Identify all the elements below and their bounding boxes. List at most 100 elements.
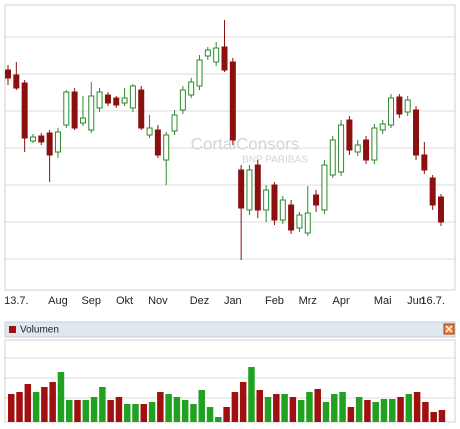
volume-bar (82, 400, 90, 422)
volume-bar (380, 399, 388, 422)
candle-body (329, 139, 336, 176)
candle-body (429, 177, 436, 206)
candle-body (21, 82, 28, 139)
volume-bar (347, 407, 355, 422)
candle-body (263, 189, 270, 211)
candle-body (413, 109, 420, 156)
x-tick-label: Okt (116, 295, 133, 307)
volume-bar (115, 397, 123, 422)
watermark: CortalConsors (191, 134, 300, 153)
candle-body (179, 89, 186, 111)
volume-bar (248, 367, 255, 422)
x-tick-label: Sep (81, 295, 101, 307)
x-tick-label: Nov (148, 295, 168, 307)
volume-bar (331, 394, 338, 422)
volume-bar (74, 400, 81, 422)
volume-bar (107, 400, 114, 422)
candle-body (279, 199, 286, 221)
candle-body (196, 59, 203, 87)
volume-bar (372, 402, 379, 422)
x-tick-label: Mai (374, 295, 392, 307)
x-tick-label: Jan (224, 295, 242, 307)
volume-bar (223, 407, 230, 422)
candle-body (171, 114, 178, 132)
volume-bar (41, 387, 48, 422)
x-tick-label: 16.7. (420, 295, 444, 307)
volume-bar (355, 397, 363, 422)
volume-title: Volumen (20, 325, 59, 336)
volume-bar (289, 397, 297, 422)
candle-body (254, 164, 261, 211)
candle-body (229, 61, 236, 141)
volume-bar (281, 394, 288, 422)
candle-body (154, 129, 161, 156)
volume-bar (430, 412, 437, 422)
candle-body (213, 47, 220, 63)
candle-body (79, 117, 86, 124)
volume-bar (306, 392, 313, 422)
x-tick-label: 13.7. (4, 295, 28, 307)
volume-bar (165, 394, 172, 422)
volume-bar (273, 394, 280, 422)
volume-icon (9, 326, 16, 333)
candle-body (188, 81, 195, 96)
x-tick-label: Apr (333, 295, 350, 307)
volume-bar (215, 417, 222, 422)
candle-body (5, 69, 11, 79)
volume-bar (264, 397, 272, 422)
volume-bar (57, 372, 65, 422)
candle-body (288, 204, 295, 231)
volume-bar (297, 400, 305, 422)
volume-bar (65, 400, 73, 422)
volume-bar (438, 410, 446, 422)
volume-bar (157, 392, 164, 422)
x-tick-label: Dez (190, 295, 210, 307)
volume-bar (322, 402, 330, 422)
volume-bar (413, 392, 421, 422)
volume-bar (49, 382, 56, 422)
volume-bar (198, 390, 206, 422)
volume-bar (405, 394, 413, 422)
volume-bar (231, 392, 239, 422)
x-tick-label: Aug (48, 295, 68, 307)
x-tick-label: Jun (407, 295, 425, 307)
candle-body (396, 96, 403, 115)
candle-body (338, 124, 345, 173)
volume-bar (140, 404, 148, 422)
close-icon (445, 325, 453, 333)
volume-bar (24, 384, 32, 422)
volume-bar (173, 397, 181, 422)
volume-bar (99, 387, 106, 422)
candle-body (246, 169, 253, 211)
volume-bar (90, 397, 98, 422)
candle-body (163, 134, 170, 161)
candle-body (29, 136, 36, 142)
candle-body (271, 184, 278, 221)
candle-body (204, 49, 211, 57)
volume-bar (190, 404, 197, 422)
candle-body (354, 144, 361, 153)
candle-body (221, 46, 228, 71)
volume-bar (364, 400, 371, 422)
candle-body (96, 91, 103, 109)
candle-body (379, 123, 386, 131)
watermark-sub: BNP PARIBAS (242, 155, 308, 166)
candle-body (304, 212, 311, 234)
candle-body (88, 95, 95, 131)
candle-body (104, 94, 111, 104)
volume-bar (132, 404, 139, 422)
x-tick-label: Mrz (299, 295, 317, 307)
candle-body (363, 139, 370, 161)
volume-frame (4, 339, 456, 423)
candle-body (46, 132, 53, 156)
candle-body (13, 74, 20, 89)
volume-bar (32, 392, 40, 422)
volume-bar (16, 392, 23, 422)
volume-bar (8, 394, 15, 422)
candle-body (54, 131, 61, 153)
volume-bar (314, 389, 321, 422)
volume-bar (339, 392, 346, 422)
candle-body (38, 135, 45, 143)
volume-bar (397, 397, 404, 422)
